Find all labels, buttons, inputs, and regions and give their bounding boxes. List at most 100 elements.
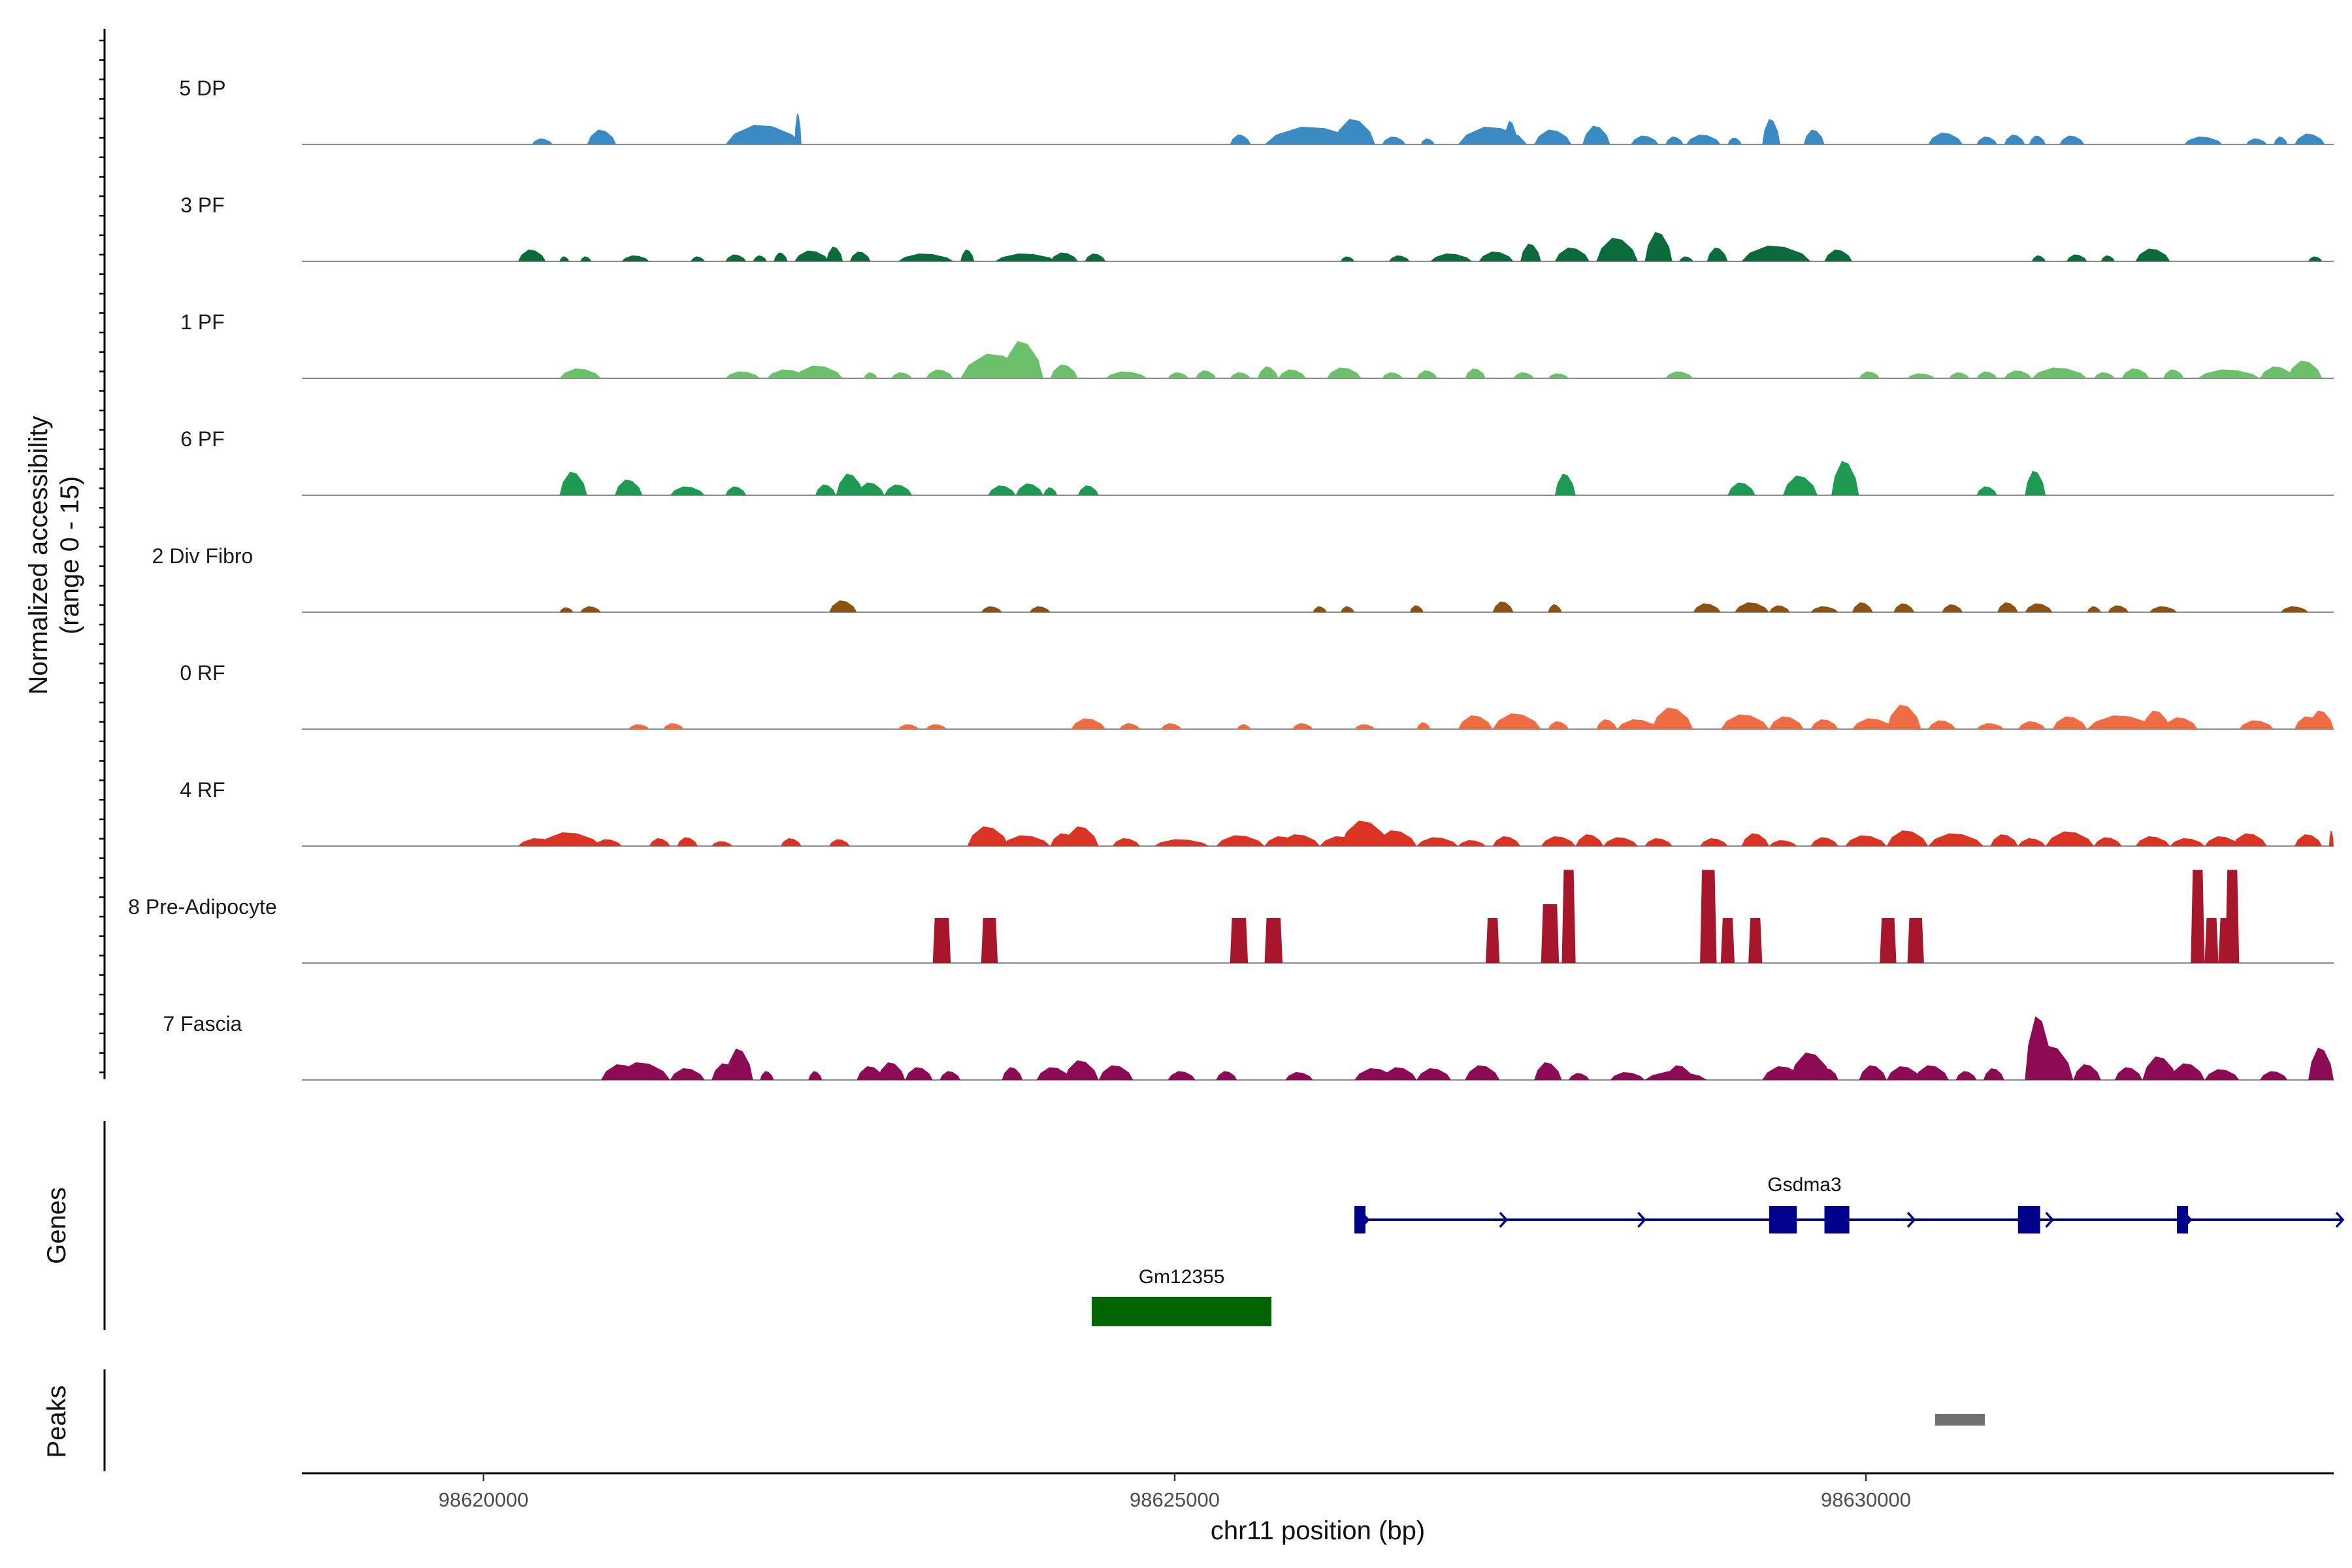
- coverage-peak: [967, 826, 1009, 846]
- coverage-peak: [753, 255, 767, 261]
- track-label: 5 DP: [179, 76, 225, 100]
- coverage-peak: [1907, 373, 1935, 378]
- coverage-peak: [926, 724, 947, 729]
- coverage-peak: [2191, 870, 2205, 963]
- peaks-panel-title: Peaks: [42, 1385, 71, 1458]
- coverage-peak: [580, 606, 601, 612]
- coverage-peak: [1928, 720, 1956, 729]
- coverage-peak: [1513, 372, 1535, 378]
- genes-panel: Gsdma3 Gm12355: [1092, 1174, 2345, 1326]
- coverage-peak: [559, 256, 570, 261]
- gene-exon: [1824, 1206, 1850, 1233]
- coverage-peak: [1686, 135, 1721, 144]
- x-axis-ticks: 98620000 98625000 98630000: [438, 1473, 1911, 1511]
- y-axis-title-line2: (range 0 - 15): [56, 476, 84, 634]
- coverage-peak: [905, 1067, 933, 1080]
- coverage-peak: [1478, 252, 1514, 261]
- coverage-peak: [829, 839, 850, 846]
- coverage-peak: [988, 485, 1016, 495]
- coverage-peak: [2004, 370, 2032, 378]
- coverage-peak: [1603, 837, 1638, 846]
- coverage-peak: [1817, 1068, 1838, 1080]
- coverage-peak: [932, 918, 951, 963]
- coverage-peak: [2031, 1045, 2074, 1080]
- coverage-peak: [1561, 870, 1576, 963]
- coverage-peak: [1520, 244, 1541, 261]
- coverage-peak: [2031, 367, 2087, 378]
- coverage-peak: [898, 724, 919, 729]
- coverage-peak: [877, 1062, 906, 1080]
- coverage-peak: [649, 838, 670, 846]
- gene-body: [1092, 1297, 1272, 1326]
- coverage-peak: [1340, 606, 1355, 612]
- coverage-peak: [1631, 135, 1659, 144]
- coverage-peak: [1741, 833, 1769, 846]
- coverage-peak: [2031, 255, 2046, 261]
- track-3-pf: 3 PF: [180, 193, 2334, 262]
- coverage-peak: [1085, 253, 1106, 261]
- coverage-peak: [2059, 135, 2085, 144]
- track-label: 7 Fascia: [163, 1012, 242, 1036]
- coverage-peak: [629, 724, 649, 729]
- coverage-peak: [2121, 368, 2149, 378]
- coverage-peak: [725, 371, 760, 378]
- coverage-peak: [1230, 372, 1251, 378]
- coverage-peak: [1354, 724, 1375, 729]
- coverage-peak: [2308, 710, 2334, 729]
- coverage-peak: [1803, 129, 1825, 144]
- coverage-peak: [2142, 1056, 2178, 1080]
- coverage-peak: [1893, 603, 1915, 612]
- coverage-peak: [1382, 372, 1403, 378]
- coverage-peak: [1783, 476, 1818, 495]
- gene-label: Gsdma3: [1767, 1174, 1841, 1196]
- track-label: 8 Pre-Adipocyte: [128, 895, 277, 919]
- track-2-div-fibro: 2 Div Fibro: [152, 544, 2334, 613]
- coverage-peak: [1810, 606, 1838, 612]
- coverage-peak: [780, 838, 802, 846]
- coverage-peak: [1430, 253, 1472, 261]
- coverage-peak: [1769, 840, 1797, 846]
- coverage-peak: [725, 486, 747, 495]
- coverage-peak: [1278, 369, 1307, 378]
- coverage-peak: [815, 484, 836, 495]
- coverage-peak: [1492, 836, 1520, 846]
- coverage-peak: [960, 250, 975, 261]
- coverage-peak: [1548, 721, 1569, 729]
- coverage-peak: [1983, 1068, 2004, 1080]
- coverage-peak: [1810, 719, 1838, 729]
- coverage-peak: [559, 368, 601, 378]
- coverage-peak: [1886, 830, 1929, 846]
- coverage-peak: [1824, 250, 1852, 261]
- coverage-peak: [2163, 717, 2198, 729]
- track-label: 1 PF: [180, 310, 225, 334]
- coverage-peak: [2142, 710, 2170, 729]
- coverage-peak: [1382, 1067, 1417, 1080]
- coverage-peak: [760, 1071, 774, 1080]
- track-label: 0 RF: [180, 661, 225, 685]
- track-label: 3 PF: [180, 193, 225, 217]
- gene-exon: [1769, 1206, 1797, 1233]
- coverage-peak: [2308, 1047, 2334, 1080]
- coverage-peak: [1955, 1071, 1977, 1080]
- coverage-peak: [1907, 918, 1924, 963]
- coverage-peak: [2094, 372, 2115, 378]
- coverage-peak: [794, 113, 802, 144]
- track-label: 4 RF: [180, 778, 225, 802]
- coverage-peak: [1644, 838, 1673, 846]
- coverage-peak: [1064, 1060, 1099, 1080]
- coverage-peak: [1416, 1068, 1452, 1080]
- coverage-peak: [2287, 361, 2323, 378]
- coverage-peak: [2073, 1064, 2101, 1080]
- coverage-peak: [594, 839, 622, 846]
- strand-arrow: [1637, 1211, 1646, 1228]
- coverage-peak: [829, 600, 857, 612]
- coverage-peak: [1375, 830, 1417, 846]
- coverage-peak: [1077, 485, 1099, 495]
- coverage-y-ticks: [99, 39, 105, 1073]
- coverage-peak: [2183, 137, 2223, 144]
- coverage-peak: [2260, 1071, 2288, 1080]
- coverage-peak: [2100, 255, 2115, 261]
- coverage-peak: [1928, 133, 1963, 144]
- coverage-peak: [1707, 248, 1728, 261]
- coverage-peak: [2017, 838, 2046, 846]
